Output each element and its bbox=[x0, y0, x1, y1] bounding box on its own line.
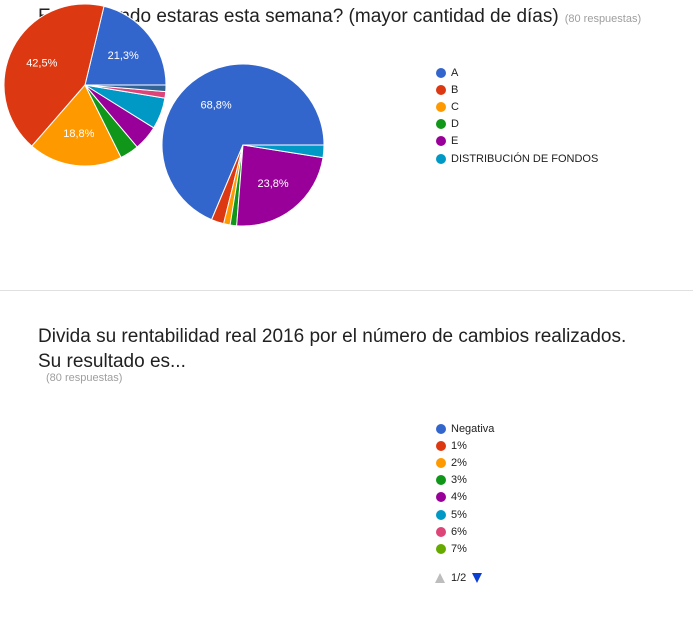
legend-swatch bbox=[436, 475, 446, 486]
legend-swatch bbox=[436, 119, 446, 130]
legend-swatch bbox=[436, 67, 446, 78]
response-count: (80 respuestas) bbox=[46, 372, 123, 384]
legend-label: DISTRIBUCIÓN DE FONDOS bbox=[451, 152, 599, 165]
question-title: En que fondo estaras esta semana? (mayor… bbox=[38, 4, 678, 32]
legend-item[interactable]: DISTRIBUCIÓN DE FONDOS bbox=[436, 150, 598, 167]
legend-label: A bbox=[451, 66, 459, 79]
slice-label: 21,3% bbox=[108, 50, 139, 62]
slice-label: 23,8% bbox=[257, 178, 288, 190]
pie-chart: 68,8% 23,8% bbox=[161, 63, 325, 227]
slice-label: 42,5% bbox=[26, 58, 57, 70]
legend-item[interactable]: 3% bbox=[436, 472, 494, 489]
legend-swatch bbox=[436, 84, 446, 95]
chart-legend: Negativa 1% 2% 3% 4% 5% 6% 7% bbox=[436, 420, 494, 558]
legend-swatch bbox=[436, 509, 446, 520]
legend-swatch bbox=[436, 423, 446, 434]
legend-swatch bbox=[436, 526, 446, 537]
legend-item[interactable]: 6% bbox=[436, 523, 494, 540]
legend-item[interactable]: E bbox=[436, 133, 598, 150]
question-title: Divida su rentabilidad real 2016 por el … bbox=[38, 326, 627, 372]
legend-swatch bbox=[436, 101, 446, 112]
response-count: (80 respuestas) bbox=[564, 13, 642, 25]
question-title-text: En que fondo estaras esta semana? (mayor… bbox=[38, 6, 559, 27]
legend-swatch bbox=[436, 440, 446, 451]
legend-label: 3% bbox=[451, 474, 467, 487]
legend-item[interactable]: 7% bbox=[436, 540, 494, 557]
legend-item[interactable]: A bbox=[436, 64, 598, 81]
legend-item[interactable]: 4% bbox=[436, 489, 494, 506]
page-indicator: 1/2 bbox=[451, 572, 467, 584]
legend-label: E bbox=[451, 135, 459, 148]
next-page-icon[interactable] bbox=[472, 573, 483, 583]
legend-label: 2% bbox=[451, 456, 467, 469]
pie-slice[interactable] bbox=[236, 144, 324, 227]
legend-swatch bbox=[436, 492, 446, 503]
previous-page-icon[interactable] bbox=[435, 573, 445, 583]
slice-label: 18,8% bbox=[63, 128, 94, 140]
legend-label: 7% bbox=[451, 542, 467, 555]
legend-item[interactable]: C bbox=[436, 98, 598, 115]
pie-slice[interactable] bbox=[242, 144, 325, 159]
legend-label: B bbox=[451, 83, 459, 96]
legend-pager: 1/2 bbox=[435, 572, 483, 584]
pie-chart: 21,3% 42,5% 18,8% bbox=[3, 3, 167, 167]
pie-slice[interactable] bbox=[84, 5, 167, 86]
legend-label: 1% bbox=[451, 439, 467, 452]
legend-item[interactable]: 5% bbox=[436, 506, 494, 523]
pie-slice[interactable] bbox=[84, 84, 167, 93]
chart-legend: A B C D E DISTRIBUCIÓN DE FONDOS bbox=[436, 64, 598, 167]
legend-item[interactable]: 2% bbox=[436, 454, 494, 471]
slice-label: 68,8% bbox=[201, 100, 232, 112]
pie-slice[interactable] bbox=[161, 63, 325, 221]
legend-label: D bbox=[451, 118, 459, 131]
legend-item[interactable]: Negativa bbox=[436, 420, 494, 437]
legend-label: 5% bbox=[451, 508, 467, 521]
card-divider bbox=[0, 290, 693, 291]
pie-slice[interactable] bbox=[3, 3, 105, 147]
legend-swatch bbox=[436, 153, 446, 164]
question-card-1: En que fondo estaras esta semana? (mayor… bbox=[0, 0, 693, 290]
legend-item[interactable]: D bbox=[436, 116, 598, 133]
question-card-2: Divida su rentabilidad real 2016 por el … bbox=[0, 291, 693, 627]
legend-swatch bbox=[436, 457, 446, 468]
legend-item[interactable]: B bbox=[436, 81, 598, 98]
legend-item[interactable]: 1% bbox=[436, 437, 494, 454]
legend-label: Negativa bbox=[451, 422, 495, 435]
pie-slice[interactable] bbox=[31, 84, 122, 167]
legend-label: C bbox=[451, 100, 459, 113]
legend-label: 6% bbox=[451, 525, 467, 538]
legend-swatch bbox=[436, 543, 446, 554]
legend-label: 4% bbox=[451, 491, 467, 504]
legend-swatch bbox=[436, 136, 446, 147]
